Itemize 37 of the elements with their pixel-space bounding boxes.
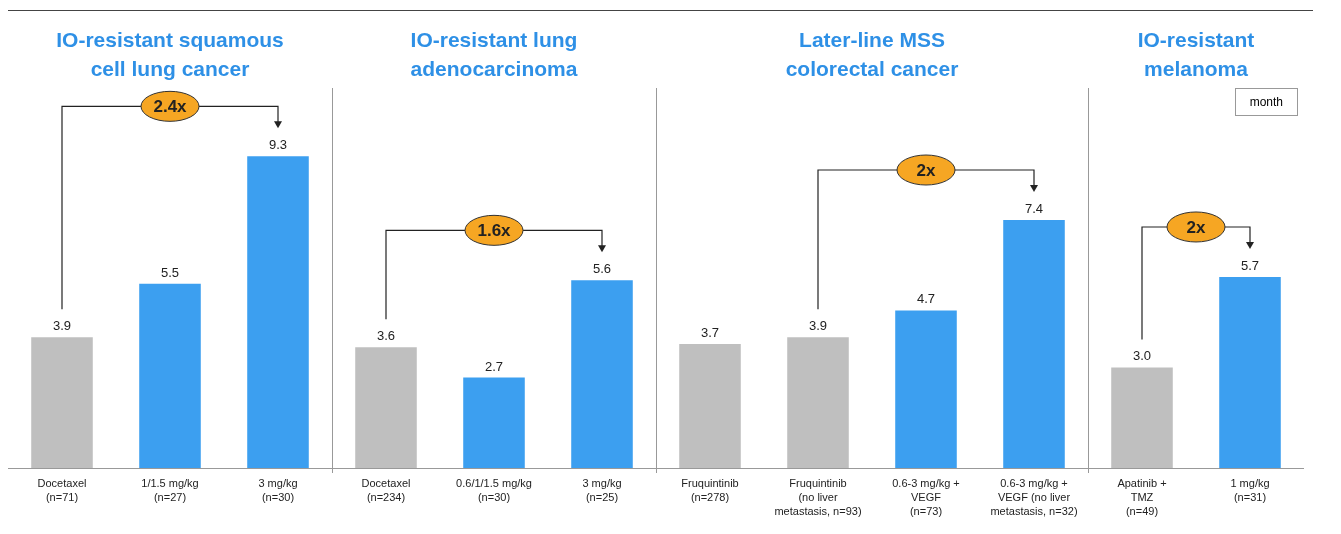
data-label: 3.9 [52,318,72,334]
x-tick-label: Fruquintinib (no liver metastasis, n=93) [774,477,862,517]
text: 2x [1186,217,1206,237]
data-label: 3.9 [808,318,828,334]
data-label: 5.5 [160,264,180,280]
x-tick-label: Docetaxel (n=234) [361,477,411,503]
bar [895,310,957,468]
bar [1003,220,1065,468]
x-tick-label: 0.6/1/1.5 mg/kg (n=30) [456,477,532,503]
data-label: 3.7 [700,325,720,340]
x-tick-label: 0.6-3 mg/kg + VEGF (n=73) [892,477,960,517]
text: month [1234,88,1298,116]
data-label: 7.4 [1024,201,1044,217]
bar [787,337,849,468]
data-label: 3.0 [1132,348,1152,364]
chart-title: Later-line MSS colorectal cancer [785,28,959,80]
x-tick-label: 0.6-3 mg/kg + VEGF (no liver metastasis, n=32) [990,477,1078,517]
data-label: 5.7 [1240,257,1260,273]
x-tick-label: 1 mg/kg (n=31) [1230,477,1270,503]
data-label: 3.6 [376,328,396,344]
x-tick-label: 3 mg/kg (n=30) [258,477,298,503]
data-label: 4.7 [916,291,936,307]
data-label: 2.7 [484,358,504,374]
x-tick-label: Docetaxel (n=71) [37,477,87,503]
x-tick-label: 1/1.5 mg/kg (n=27) [141,477,199,503]
x-tick-label: 3 mg/kg (n=25) [582,477,622,503]
text: 1.6x [477,221,512,241]
bar [679,344,741,468]
chart-title: IO-resistant lung adenocarcinoma [410,28,578,80]
data-label: 5.6 [592,261,612,277]
text: 2x [916,161,936,181]
x-tick-label: Apatinib + TMZ (n=49) [1117,477,1167,517]
chart-title: IO-resistant squamous cell lung cancer [56,28,284,80]
data-label: 9.3 [268,137,288,153]
text: 2.4x [153,97,188,117]
chart-title: IO-resistant melanoma [1137,28,1255,80]
x-tick-label: Fruquintinib (n=278) [681,477,739,503]
